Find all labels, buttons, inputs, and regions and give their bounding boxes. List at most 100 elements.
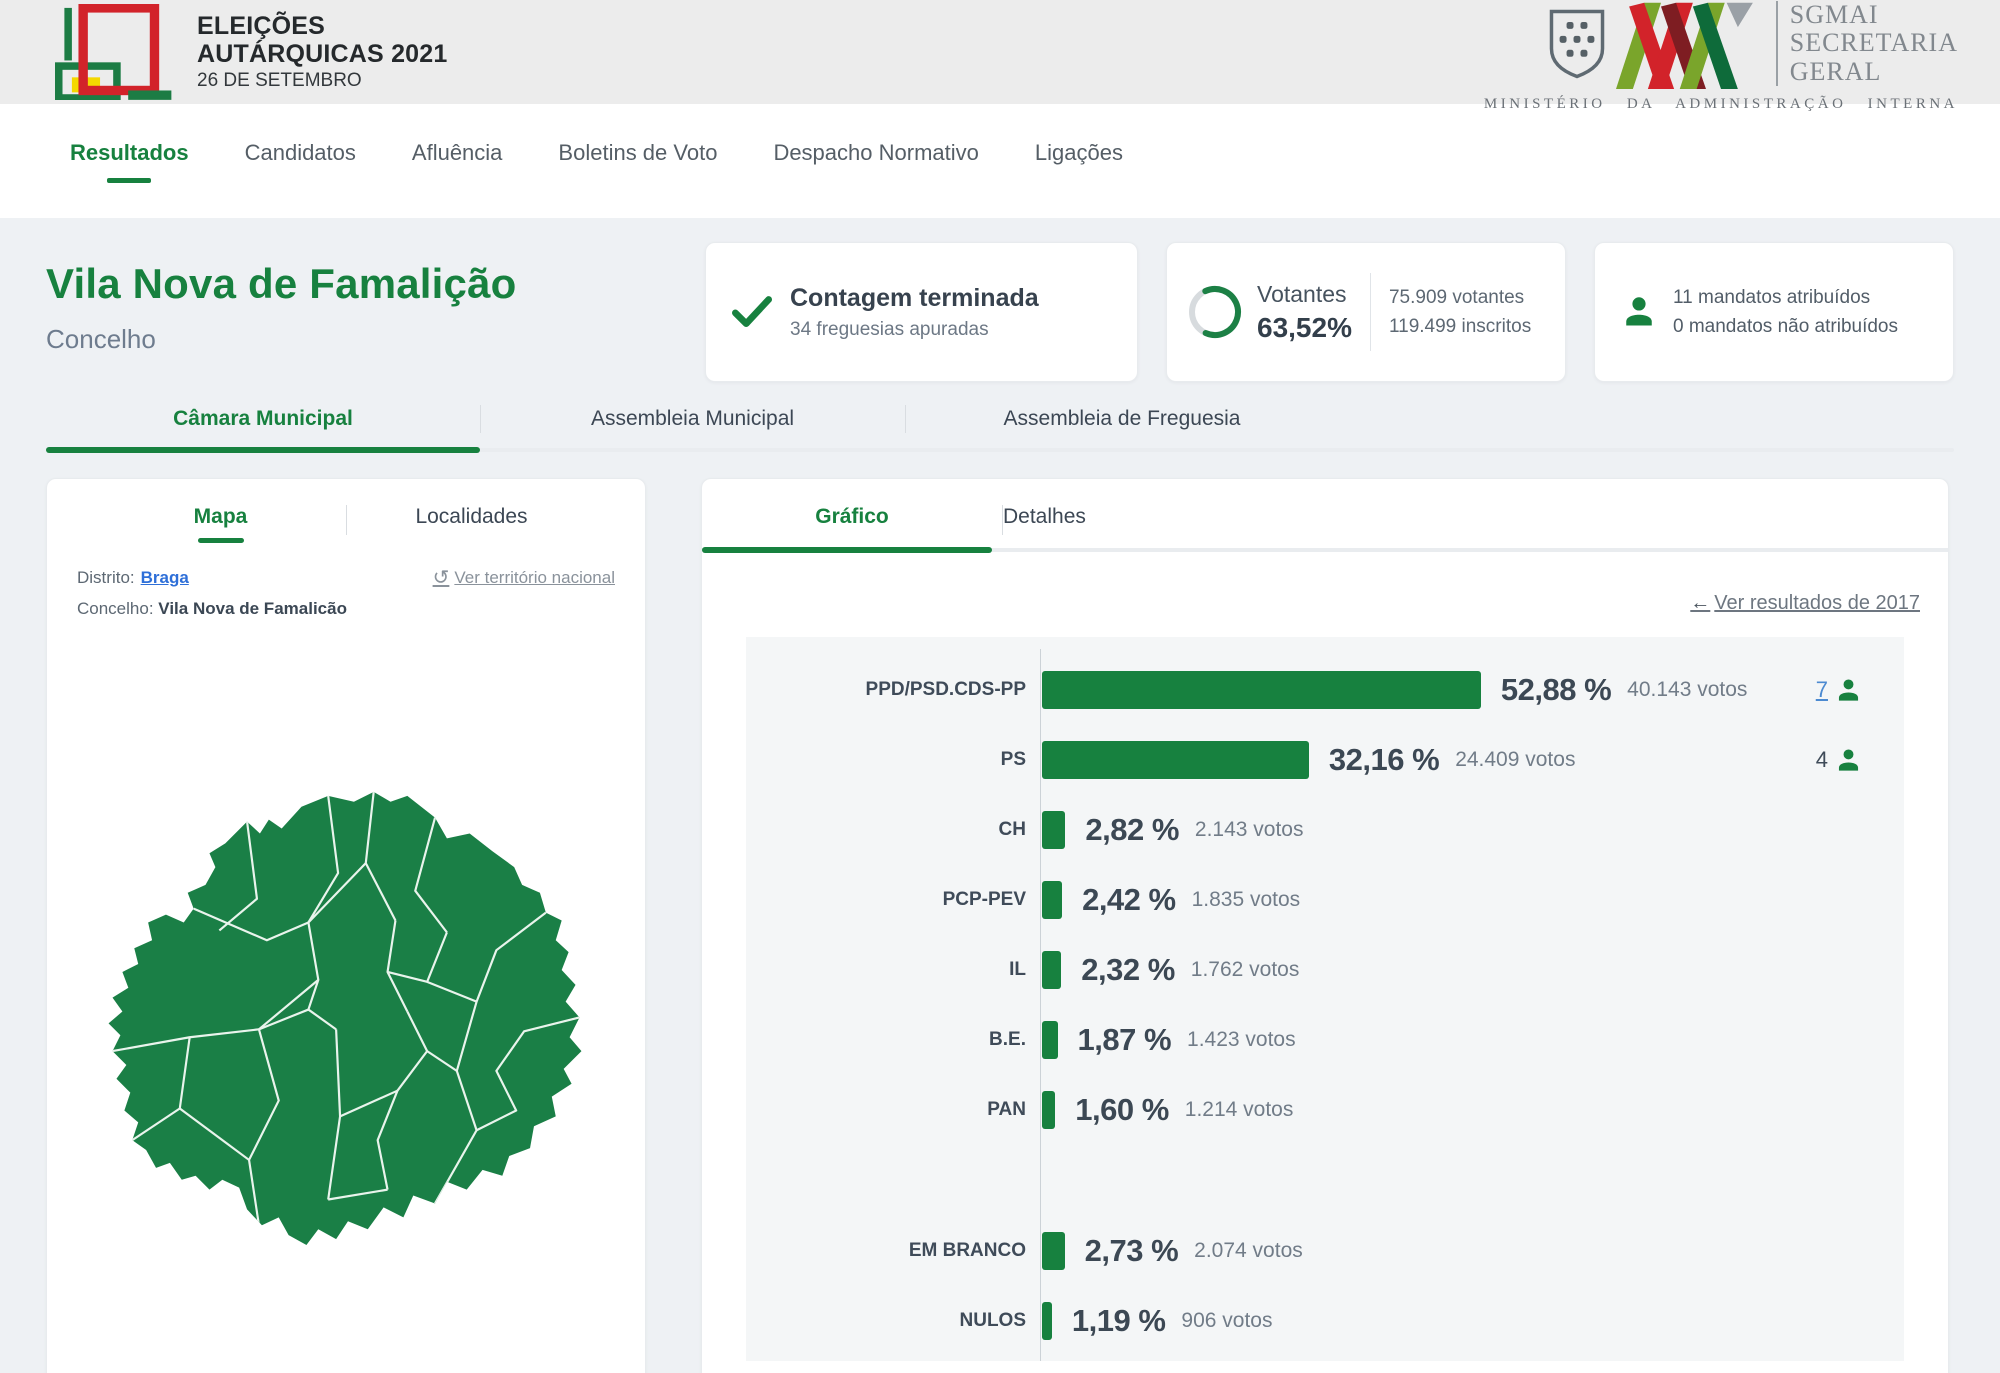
mandates-unassigned: 0 mandatos não atribuídos	[1673, 316, 1898, 337]
mandates-count: 4	[1815, 747, 1828, 772]
chart-row-ps: PS 32,16 % 24.409 votos 4	[746, 725, 1904, 795]
percent-value: 32,16 %	[1328, 742, 1440, 777]
active-nav-indicator	[435, 178, 479, 183]
tab-track	[702, 548, 1948, 552]
person-icon	[1838, 748, 1859, 771]
org-line3: GERAL	[1789, 56, 1882, 86]
district-link[interactable]: Braga	[140, 567, 189, 587]
percent-value: 1,19 %	[1071, 1303, 1166, 1338]
map-panel: Mapa Localidades Distrito: Braga ↺ Ver te…	[46, 478, 646, 1373]
logo-line1: ELEIÇÕES	[197, 12, 326, 41]
nav-item-boletins-de-voto[interactable]: Boletins de Voto	[558, 140, 717, 183]
percent-value: 2,42 %	[1082, 882, 1176, 917]
turnout-divider	[1369, 273, 1371, 351]
votes-value: 906 votos	[1181, 1309, 1273, 1332]
chart-panel: Gráfico Detalhes ← Ver resultados de 2017 …	[701, 478, 1949, 1373]
party-label: CH	[998, 819, 1026, 840]
election-logo: ELEIÇÕES AUTÁRQUICAS 2021 26 DE SETEMBRO	[55, 4, 447, 100]
percent-value: 52,88 %	[1500, 672, 1612, 707]
election-logo-text: ELEIÇÕES AUTÁRQUICAS 2021 26 DE SETEMBRO	[197, 12, 447, 91]
active-tab-indicator	[197, 538, 244, 543]
person-icon	[1626, 297, 1652, 326]
tab-track	[46, 448, 1954, 452]
organ-tabs: Câmara Municipal Assembleia Municipal Asse…	[46, 398, 1954, 456]
nav-item-ligações[interactable]: Ligações	[1035, 140, 1123, 183]
counting-status-subtitle: 34 freguesias apuradas	[790, 318, 989, 340]
votes-value: 24.409 votos	[1455, 748, 1576, 771]
party-label: PAN	[987, 1099, 1026, 1120]
chart-row-nulos: NULOS 1,19 % 906 votos	[746, 1286, 1904, 1356]
results-bar-chart: PPD/PSD.CDS-PP 52,88 % 40.143 votos 7 PS 32,1…	[746, 637, 1904, 1361]
chart-row-pan: PAN 1,60 % 1.214 votos	[746, 1075, 1904, 1145]
sgmai-wordmark: SGMAI SECRETARIA GERAL	[1775, 0, 1958, 86]
logo-line2: AUTÁRQUICAS 2021	[197, 40, 448, 69]
logo-line3: 26 DE SETEMBRO	[197, 70, 362, 92]
party-label: B.E.	[989, 1029, 1026, 1050]
chart-row-em-branco: EM BRANCO 2,73 % 2.074 votos	[746, 1216, 1904, 1286]
result-bar	[1042, 1091, 1056, 1129]
chart-row-b-e-: B.E. 1,87 % 1.423 votos	[746, 1005, 1904, 1075]
site-header: ELEIÇÕES AUTÁRQUICAS 2021 26 DE SETEMBRO	[0, 0, 2000, 112]
tab-detalhes[interactable]: Detalhes	[1003, 505, 1086, 528]
tab-câmara-municipal[interactable]: Câmara Municipal	[173, 407, 353, 430]
mandates-cell: 7	[1816, 677, 1862, 704]
percent-value: 2,73 %	[1084, 1233, 1179, 1268]
nav-item-despacho-normativo[interactable]: Despacho Normativo	[773, 140, 978, 183]
votes-value: 40.143 votos	[1627, 678, 1748, 701]
sgmai-chevrons-icon	[1615, 2, 1753, 89]
turnout-percent: 63,52%	[1257, 311, 1352, 343]
tab-grafico[interactable]: Gráfico	[815, 505, 889, 528]
results-2017-link[interactable]: ← Ver resultados de 2017	[1690, 592, 1920, 614]
mandates-link[interactable]: 7	[1815, 677, 1828, 702]
tab-mapa[interactable]: Mapa	[96, 503, 346, 543]
percent-value: 2,32 %	[1081, 952, 1175, 987]
undo-icon: ↺	[432, 567, 450, 589]
org-line2: SECRETARIA	[1789, 28, 1958, 58]
active-nav-indicator	[107, 177, 152, 183]
result-bar	[1042, 811, 1066, 849]
municipality-map[interactable]	[90, 782, 602, 1247]
active-tab-indicator	[46, 447, 480, 453]
result-bar	[1042, 671, 1481, 709]
votes-value: 2.074 votos	[1194, 1239, 1303, 1262]
party-label: PCP-PEV	[942, 889, 1026, 910]
party-label: PS	[1000, 749, 1026, 770]
result-bar	[1042, 951, 1062, 989]
page-title: Vila Nova de Famalição	[46, 260, 517, 307]
active-nav-indicator	[854, 178, 898, 183]
main-nav: Resultados Candidatos Afluência Boletins de…	[0, 104, 2000, 218]
active-tab-indicator	[702, 547, 992, 553]
tab-divider	[905, 405, 906, 433]
title-block: Vila Nova de Famalição Concelho	[46, 242, 517, 382]
votes-value: 1.835 votos	[1191, 888, 1301, 911]
chart-row-pcp-pev: PCP-PEV 2,42 % 1.835 votos	[746, 865, 1904, 935]
tab-localidades[interactable]: Localidades	[347, 503, 597, 543]
result-bar	[1042, 1302, 1052, 1340]
nav-item-candidatos[interactable]: Candidatos	[245, 140, 356, 183]
shield-icon	[1549, 9, 1604, 78]
result-bar	[1042, 881, 1063, 919]
turnout-label: Votantes	[1257, 280, 1347, 307]
tab-divider	[345, 505, 347, 535]
district-label: Distrito:	[77, 567, 135, 587]
election-logo-icon	[55, 4, 172, 100]
votes-value: 1.214 votos	[1184, 1098, 1294, 1121]
tab-assembleia-de-freguesia[interactable]: Assembleia de Freguesia	[1003, 407, 1241, 430]
org-acronym: SGMAI	[1789, 0, 1879, 30]
person-icon	[1838, 678, 1859, 701]
mandates-assigned: 11 mandatos atribuídos	[1673, 287, 1871, 308]
party-label: NULOS	[959, 1310, 1027, 1331]
left-arrow-icon: ←	[1690, 592, 1711, 614]
turnout-card: Votantes 63,52% 75.909 votantes 119.499 …	[1166, 242, 1566, 382]
tab-assembleia-municipal[interactable]: Assembleia Municipal	[590, 407, 795, 430]
turnout-progress-ring	[1189, 286, 1241, 338]
tab-divider	[1002, 505, 1003, 535]
national-territory-link[interactable]: ↺ Ver território nacional	[432, 567, 615, 589]
party-label: EM BRANCO	[908, 1240, 1026, 1261]
nav-item-resultados[interactable]: Resultados	[70, 140, 189, 183]
party-label: PPD/PSD.CDS-PP	[865, 679, 1026, 700]
nav-item-afluência[interactable]: Afluência	[412, 140, 503, 183]
active-nav-indicator	[1057, 178, 1101, 183]
votes-value: 1.423 votos	[1187, 1028, 1296, 1051]
percent-value: 2,82 %	[1085, 812, 1179, 847]
